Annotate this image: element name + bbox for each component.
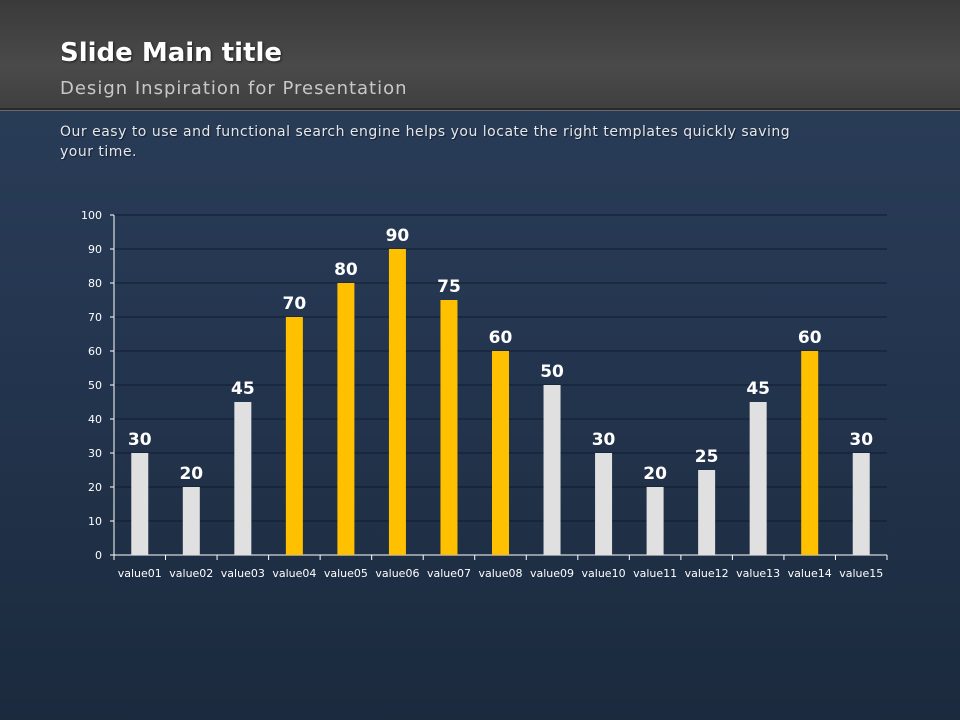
x-tick-label-value15: value15 — [839, 567, 883, 580]
bar-value13 — [749, 402, 767, 555]
y-tick-label: 40 — [88, 413, 102, 426]
bar-value06 — [388, 249, 406, 555]
data-label-value01: 30 — [128, 430, 152, 450]
y-tick-label: 10 — [88, 515, 102, 528]
bar-value03 — [234, 402, 252, 555]
x-tick-label-value06: value06 — [375, 567, 419, 580]
data-label-value14: 60 — [798, 328, 822, 348]
data-label-value04: 70 — [283, 294, 307, 314]
bar-value14 — [801, 351, 819, 555]
data-label-value09: 50 — [540, 362, 564, 382]
y-tick-label: 90 — [88, 243, 102, 256]
x-tick-label-value14: value14 — [788, 567, 832, 580]
x-tick-label-value08: value08 — [478, 567, 522, 580]
data-label-value08: 60 — [489, 328, 513, 348]
y-tick-label: 70 — [88, 311, 102, 324]
data-label-value12: 25 — [695, 447, 719, 467]
bar-value01 — [131, 453, 149, 555]
description-text: Our easy to use and functional search en… — [60, 124, 791, 160]
x-tick-label-value04: value04 — [272, 567, 316, 580]
bar-value08 — [492, 351, 509, 555]
bar-value05 — [337, 283, 355, 555]
data-label-value10: 30 — [592, 430, 616, 450]
page-title: Slide Main title — [60, 38, 283, 68]
y-tick-label: 20 — [88, 481, 102, 494]
y-tick-label: 100 — [81, 209, 102, 222]
bar-value10 — [595, 453, 613, 555]
bar-value12 — [698, 470, 716, 555]
y-tick-label: 30 — [88, 447, 102, 460]
data-label-value05: 80 — [334, 260, 358, 280]
y-tick-label: 60 — [88, 345, 102, 358]
data-label-value15: 30 — [849, 430, 873, 450]
data-label-value13: 45 — [746, 379, 770, 399]
x-tick-label-value10: value10 — [582, 567, 626, 580]
x-tick-label-value02: value02 — [169, 567, 213, 580]
y-tick-label: 50 — [88, 379, 102, 392]
x-tick-label-value13: value13 — [736, 567, 780, 580]
header-bar: Slide Main title Design Inspiration for … — [0, 0, 960, 111]
x-tick-label-value01: value01 — [118, 567, 162, 580]
data-label-value11: 20 — [643, 464, 667, 484]
bar-value09 — [543, 385, 561, 555]
y-tick-label: 80 — [88, 277, 102, 290]
x-tick-label-value12: value12 — [685, 567, 729, 580]
bar-value04 — [285, 317, 303, 555]
y-tick-label: 0 — [95, 549, 102, 562]
x-tick-label-value09: value09 — [530, 567, 574, 580]
bar-value02 — [182, 487, 200, 555]
x-tick-label-value11: value11 — [633, 567, 677, 580]
bar-value15 — [852, 453, 870, 555]
data-label-value03: 45 — [231, 379, 255, 399]
data-label-value07: 75 — [437, 277, 461, 297]
x-tick-label-value03: value03 — [221, 567, 265, 580]
page-subtitle: Design Inspiration for Presentation — [60, 78, 408, 99]
data-label-value02: 20 — [179, 464, 203, 484]
data-label-value06: 90 — [386, 226, 410, 246]
bar-value07 — [440, 300, 458, 555]
x-tick-label-value07: value07 — [427, 567, 471, 580]
x-tick-label-value05: value05 — [324, 567, 368, 580]
bar-value11 — [646, 487, 664, 555]
